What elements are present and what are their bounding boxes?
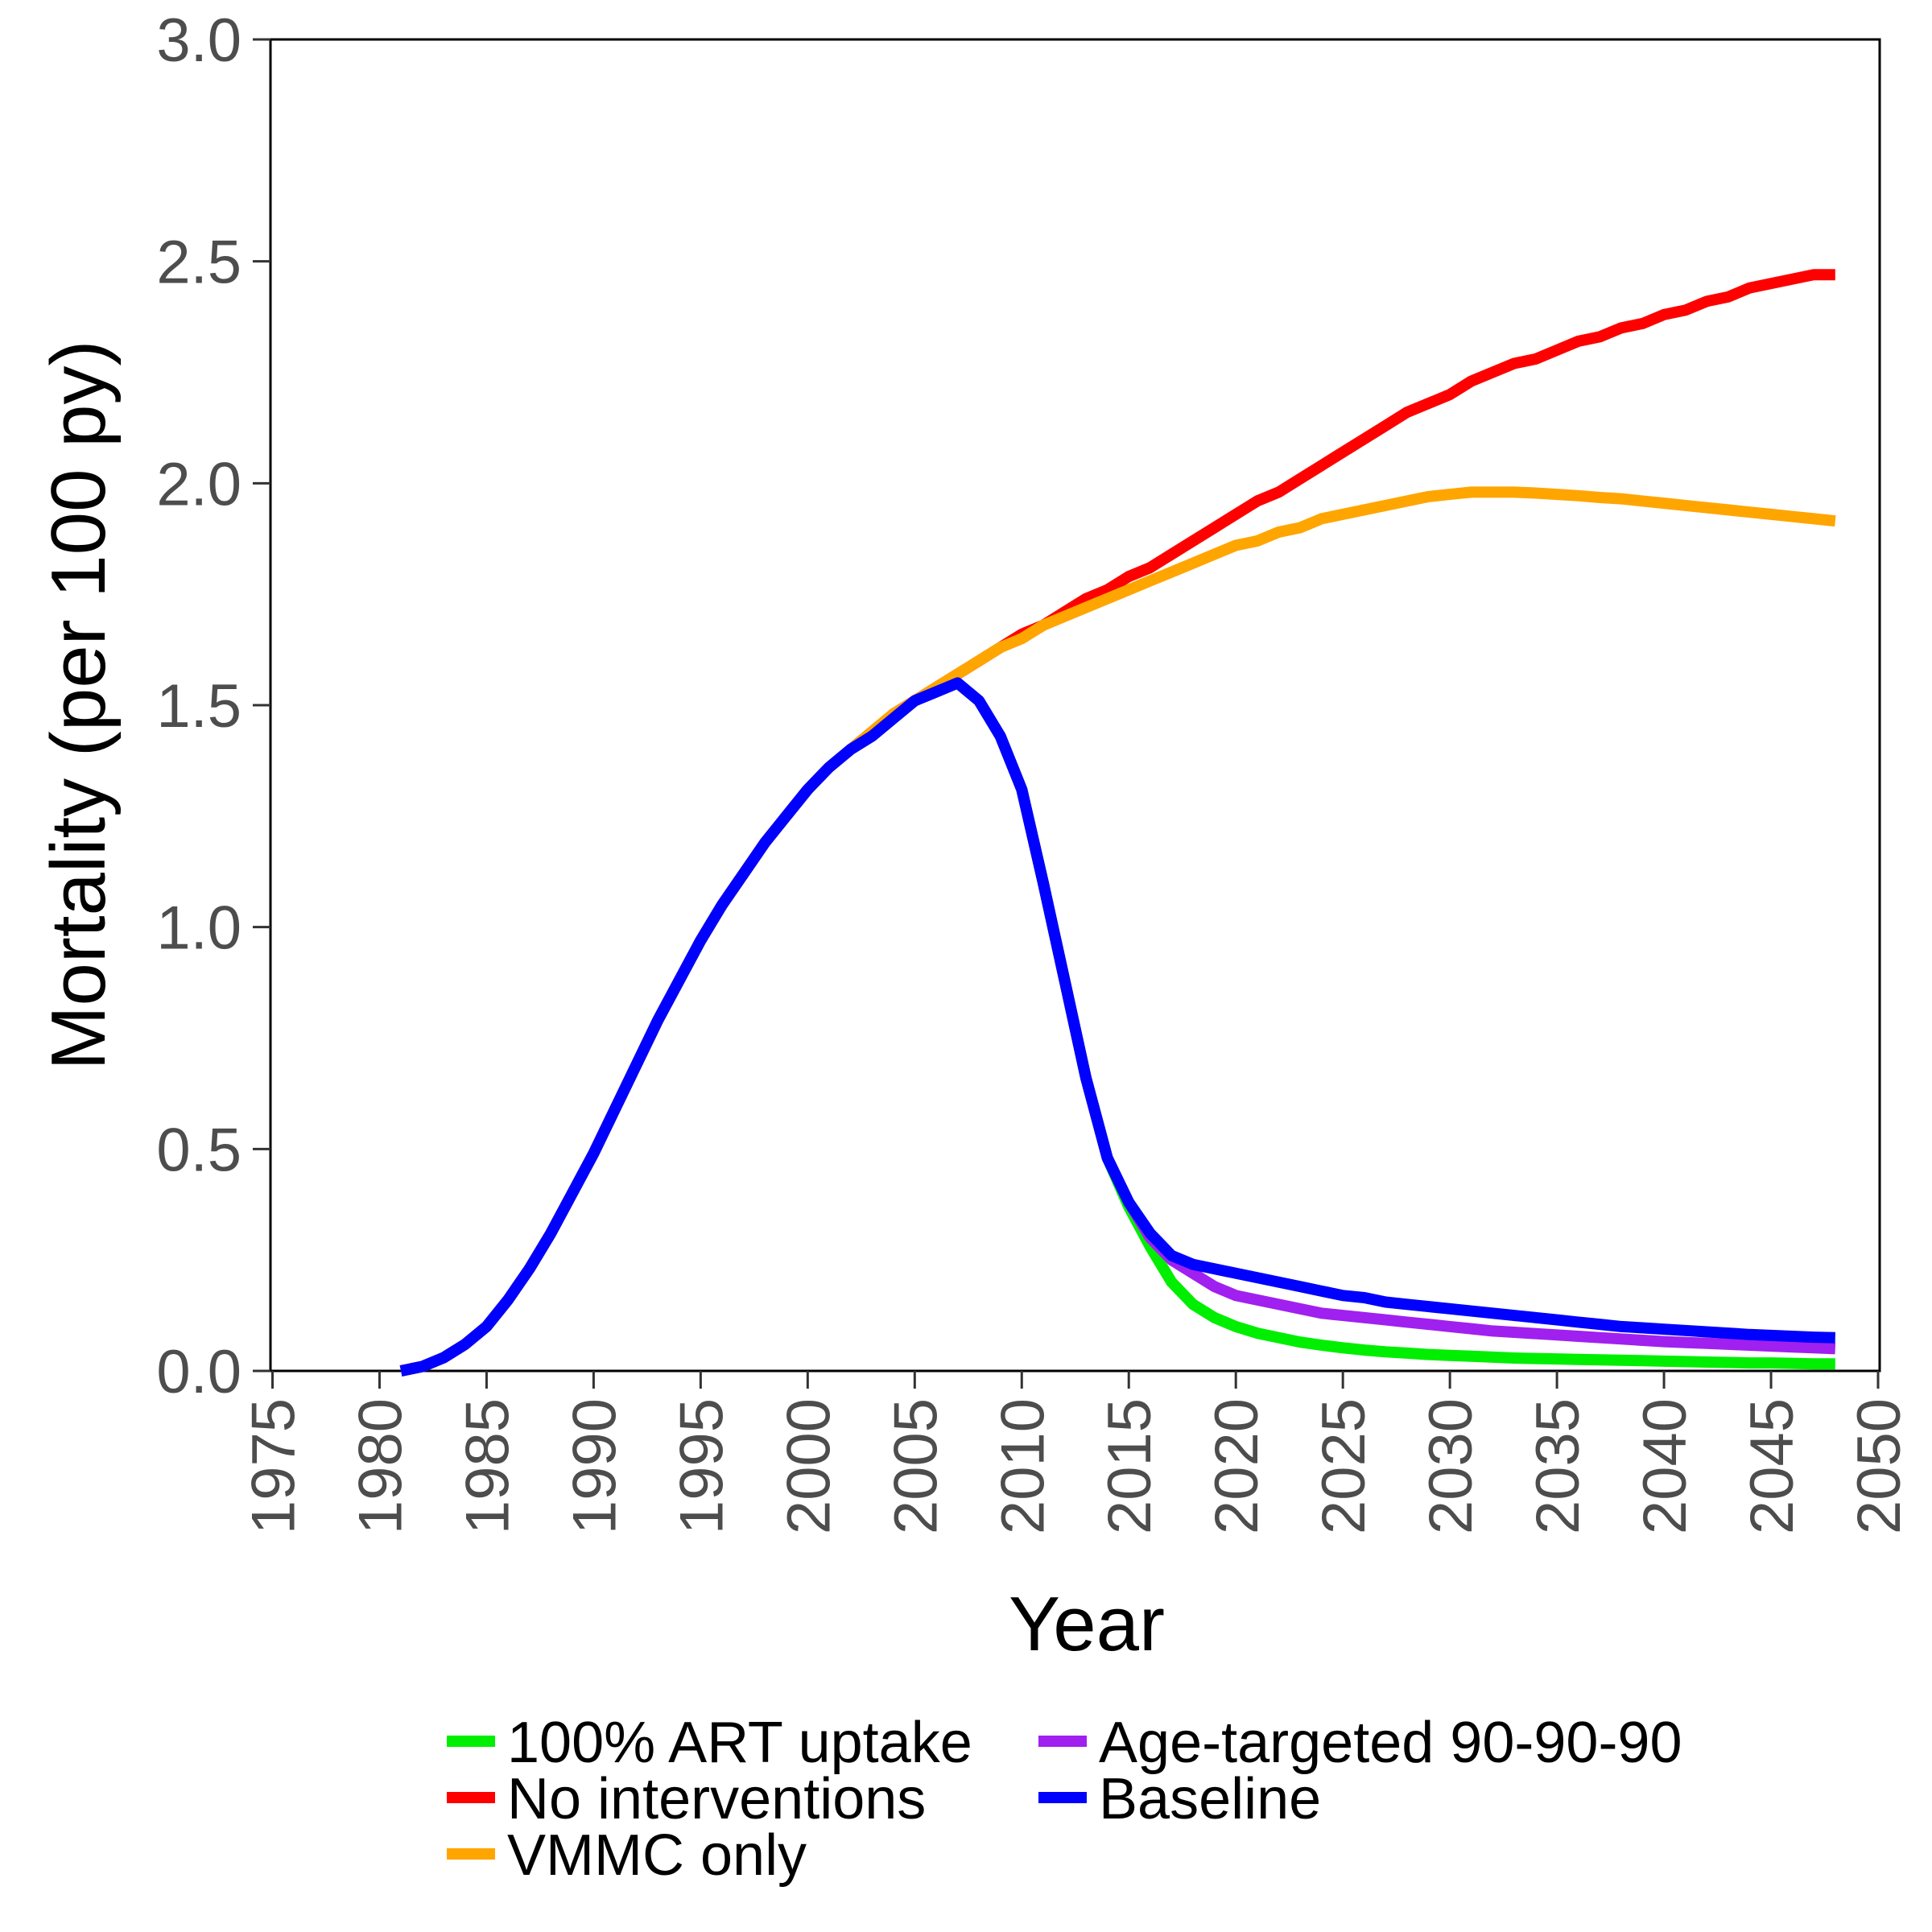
y-tick-label: 3.0: [156, 6, 242, 75]
x-tick-label: 1990: [560, 1398, 629, 1534]
legend-key: [447, 1736, 495, 1747]
x-tick-label: 2000: [774, 1398, 843, 1534]
x-tick-label: 2015: [1096, 1398, 1164, 1534]
legend-item: Baseline: [1038, 1767, 1321, 1831]
x-tick-label: 2020: [1203, 1398, 1271, 1534]
x-tick-label: 2010: [989, 1398, 1057, 1534]
x-tick-label: 2035: [1524, 1398, 1592, 1534]
legend-key: [1038, 1736, 1087, 1747]
y-tick-label: 0.5: [156, 1116, 242, 1184]
legend-label: Baseline: [1099, 1767, 1321, 1831]
y-tick-label: 2.5: [156, 229, 242, 297]
legend-label: No interventions: [507, 1767, 926, 1831]
legend-item: 100% ART uptake: [447, 1711, 972, 1775]
x-axis: 1975 1980 1985 1990 1995 2000 2005 2010 2015 2020…: [240, 1371, 1913, 1534]
plot-panel: [269, 38, 1881, 1373]
legend-label: VMMC only: [507, 1823, 807, 1888]
y-tick-label: 1.0: [156, 894, 242, 963]
y-axis-title: Mortality (per 100 py): [35, 341, 122, 1071]
legend-label: 100% ART uptake: [507, 1711, 972, 1775]
x-tick-label: 2045: [1738, 1398, 1806, 1534]
legend-label: Age-targeted 90-90-90: [1099, 1711, 1682, 1775]
x-tick-label: 2005: [881, 1398, 950, 1534]
x-tick-label: 1980: [346, 1398, 415, 1534]
x-tick-label: 1975: [240, 1398, 308, 1534]
legend-key: [1038, 1792, 1087, 1803]
legend-key: [447, 1848, 495, 1860]
y-tick-label: 0.0: [156, 1338, 242, 1406]
x-tick-label: 1985: [453, 1398, 522, 1534]
y-tick-label: 2.0: [156, 450, 242, 518]
x-tick-label: 2050: [1845, 1398, 1913, 1534]
legend-item: No interventions: [447, 1767, 926, 1831]
x-tick-label: 1995: [667, 1398, 736, 1534]
legend-item: VMMC only: [447, 1823, 807, 1888]
x-tick-label: 2040: [1631, 1398, 1699, 1534]
legend-item: Age-targeted 90-90-90: [1038, 1711, 1682, 1775]
y-axis: 0.0 0.5 1.0 1.5 2.0 2.5 3.0: [156, 6, 270, 1406]
x-axis-title: Year: [1009, 1581, 1165, 1667]
x-tick-label: 2025: [1310, 1398, 1378, 1534]
legend-key: [447, 1792, 495, 1803]
x-tick-label: 2030: [1417, 1398, 1485, 1534]
series-line-baseline: [399, 677, 1835, 1377]
y-tick-label: 1.5: [156, 672, 242, 741]
series-layer: [399, 269, 1836, 1377]
